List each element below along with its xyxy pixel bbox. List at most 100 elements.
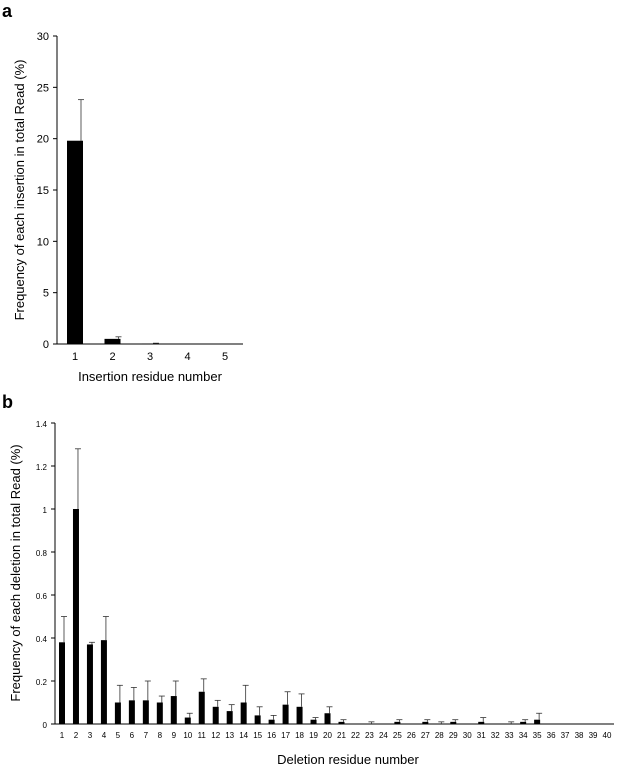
- b-bar: [450, 721, 457, 724]
- b-x-tick-label: 33: [505, 731, 514, 740]
- b-x-tick-label: 15: [253, 731, 262, 740]
- panel-a-y-axis-title: Frequency of each insertion in total Rea…: [12, 60, 27, 321]
- panel-a-error-bars: [78, 99, 159, 344]
- panel-b-y-ticks: 0 0.2 0.4 0.6 0.8 1 1.2 1.4: [36, 420, 55, 730]
- b-bar: [198, 691, 205, 724]
- b-x-tick-label: 14: [239, 731, 248, 740]
- a-y-tick-label: 0: [43, 339, 49, 351]
- b-x-tick-label: 24: [379, 731, 388, 740]
- b-x-tick-label: 12: [211, 731, 220, 740]
- b-y-tick-label: 0.8: [36, 549, 48, 558]
- panel-a-label: a: [2, 1, 13, 21]
- b-x-tick-label: 40: [603, 731, 612, 740]
- b-bar: [156, 702, 163, 724]
- b-x-tick-label: 1: [60, 731, 65, 740]
- b-bar: [520, 721, 527, 724]
- b-x-tick-label: 29: [449, 731, 458, 740]
- panel-b-x-ticks: 1 2 3 4 5 6 7 8 9 10 11 12 13 14 15 16 17 18 19 20 21 22 23 24 2…: [60, 731, 612, 740]
- b-x-tick-label: 32: [491, 731, 500, 740]
- a-bar: [142, 343, 158, 344]
- b-bar: [478, 721, 485, 724]
- panel-a-x-axis-title: Insertion residue number: [78, 369, 222, 384]
- panel-b-error-bars: [61, 448, 543, 724]
- b-y-tick-label: 0.2: [36, 678, 48, 687]
- a-y-tick-label: 25: [37, 82, 49, 94]
- b-x-tick-label: 9: [172, 731, 177, 740]
- b-bar: [296, 706, 303, 724]
- a-y-tick-label: 30: [37, 31, 49, 43]
- panel-a-bars: [67, 140, 158, 344]
- panel-b-label: b: [2, 392, 13, 412]
- b-x-tick-label: 17: [281, 731, 290, 740]
- b-x-tick-label: 38: [575, 731, 584, 740]
- b-x-tick-label: 2: [74, 731, 79, 740]
- b-x-tick-label: 5: [116, 731, 121, 740]
- b-x-tick-label: 27: [421, 731, 430, 740]
- a-x-tick-label: 4: [184, 351, 190, 363]
- b-bar: [86, 644, 93, 724]
- b-x-tick-label: 10: [183, 731, 192, 740]
- b-x-tick-label: 16: [267, 731, 276, 740]
- b-x-tick-label: 26: [407, 731, 416, 740]
- b-x-tick-label: 18: [295, 731, 304, 740]
- b-bar: [100, 640, 107, 724]
- b-x-tick-label: 34: [519, 731, 528, 740]
- b-x-tick-label: 22: [351, 731, 360, 740]
- b-bar: [268, 719, 275, 724]
- panel-b-x-axis-title: Deletion residue number: [277, 752, 419, 767]
- b-bar: [59, 642, 65, 724]
- panel-a-y-ticks: 0 5 10 15 20 25 30: [37, 31, 57, 351]
- b-y-tick-label: 1: [43, 506, 48, 515]
- panel-b-chart: b 00.20.40.60.811.21.4 1 2 3 4 5 6 7 8 9 10 11 12 13…: [2, 392, 614, 767]
- b-bar: [212, 706, 219, 724]
- a-bar: [104, 338, 121, 344]
- b-bar: [184, 717, 191, 724]
- b-bar: [142, 700, 149, 724]
- b-x-tick-label: 20: [323, 731, 332, 740]
- a-x-tick-label: 1: [72, 351, 78, 363]
- b-bar: [114, 702, 121, 724]
- b-y-tick-label: 0.4: [36, 635, 48, 644]
- b-y-tick-label: 1.2: [36, 463, 48, 472]
- b-x-tick-label: 30: [463, 731, 472, 740]
- b-x-tick-label: 23: [365, 731, 374, 740]
- b-x-tick-label: 35: [533, 731, 542, 740]
- a-bar: [67, 140, 83, 344]
- b-x-tick-label: 4: [102, 731, 107, 740]
- b-bar: [324, 713, 331, 724]
- b-bar: [128, 700, 135, 724]
- b-x-tick-label: 7: [144, 731, 149, 740]
- b-x-tick-label: 11: [198, 731, 207, 740]
- panel-a-x-ticks: 1 2 3 4 5: [72, 351, 228, 363]
- b-x-tick-label: 8: [158, 731, 163, 740]
- panel-a-chart: a 0 5 10 15 20 25 30 1 2 3 4 5 Insertion residue n…: [2, 1, 243, 384]
- b-bar: [310, 719, 317, 724]
- b-bar: [394, 721, 401, 724]
- b-bar: [226, 711, 233, 724]
- a-y-tick-label: 20: [37, 134, 49, 146]
- b-x-tick-label: 36: [547, 731, 556, 740]
- b-x-tick-label: 39: [589, 731, 598, 740]
- b-bar: [240, 702, 247, 724]
- a-y-tick-label: 10: [37, 236, 49, 248]
- b-bar: [338, 721, 345, 724]
- b-x-tick-label: 21: [337, 731, 346, 740]
- b-bar: [534, 719, 541, 724]
- b-bar: [170, 696, 177, 724]
- b-x-tick-label: 3: [88, 731, 93, 740]
- b-bar: [254, 715, 261, 724]
- b-x-tick-label: 19: [309, 731, 318, 740]
- b-bar: [422, 721, 429, 724]
- a-y-tick-label: 5: [43, 288, 49, 300]
- b-x-tick-label: 31: [477, 731, 486, 740]
- panel-b-y-axis-title: Frequency of each deletion in total Read…: [8, 444, 23, 701]
- b-x-tick-label: 37: [561, 731, 570, 740]
- a-y-tick-label: 15: [37, 185, 49, 197]
- panel-b-bars: [59, 509, 541, 724]
- a-x-tick-label: 5: [222, 351, 228, 363]
- b-x-tick-label: 25: [393, 731, 402, 740]
- b-bar: [282, 704, 289, 724]
- b-y-tick-label: 0: [43, 721, 48, 730]
